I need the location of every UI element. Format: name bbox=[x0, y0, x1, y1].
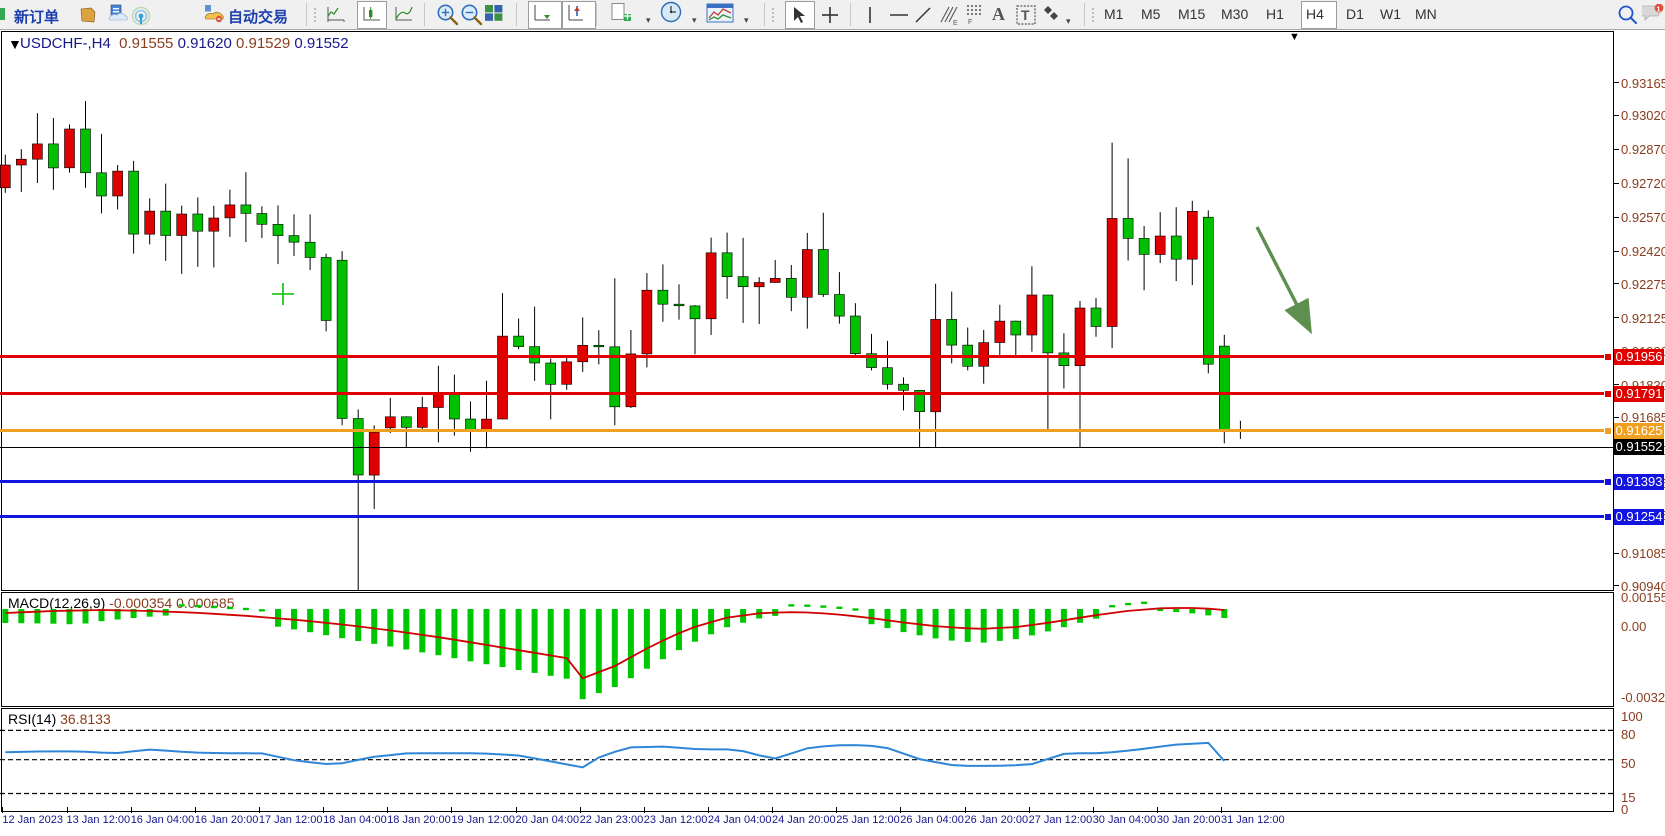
svg-text:T: T bbox=[1021, 7, 1030, 23]
svg-text:E: E bbox=[953, 20, 958, 26]
svg-text:1: 1 bbox=[1657, 6, 1661, 13]
svg-text:F: F bbox=[968, 19, 972, 24]
